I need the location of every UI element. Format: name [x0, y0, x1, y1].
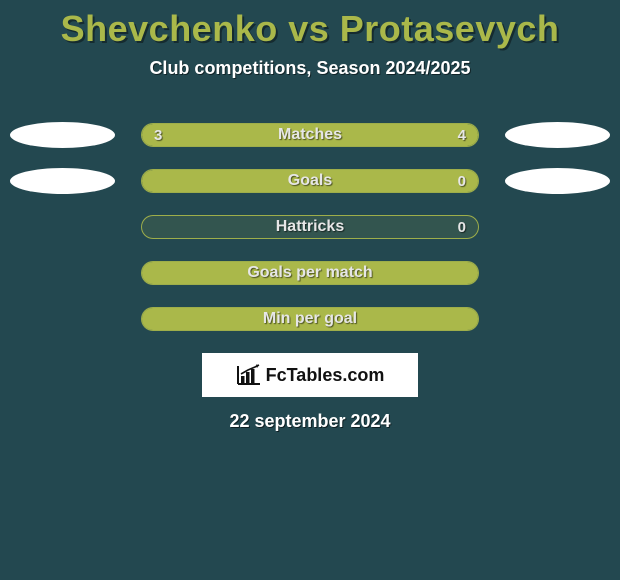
- bar-track-goals: Goals 0: [141, 169, 479, 193]
- logo: FcTables.com: [236, 364, 385, 386]
- stat-row: 3 Matches 4: [10, 123, 610, 147]
- bar-fill-right: [276, 124, 478, 146]
- player-oval-right: [505, 122, 610, 148]
- bar-val-right: 0: [458, 170, 466, 192]
- logo-box: FcTables.com: [202, 353, 418, 397]
- date-label: 22 september 2024: [0, 411, 620, 432]
- player-oval-left: [10, 260, 115, 286]
- logo-text: FcTables.com: [266, 365, 385, 386]
- bar-fill-full: [142, 262, 478, 284]
- bar-val-right: 0: [458, 216, 466, 238]
- player-oval-left: [10, 168, 115, 194]
- bar-fill-left: [142, 170, 478, 192]
- stat-row: Goals 0: [10, 169, 610, 193]
- bar-fill-full: [142, 308, 478, 330]
- page-title: Shevchenko vs Protasevych: [0, 8, 620, 50]
- bar-val-right: 4: [458, 124, 466, 146]
- player-oval-left: [10, 122, 115, 148]
- player-oval-left: [10, 306, 115, 332]
- bar-track-mpg: Min per goal: [141, 307, 479, 331]
- bar-track-hattricks: Hattricks 0: [141, 215, 479, 239]
- bar-val-left: 3: [154, 124, 162, 146]
- comparison-infographic: Shevchenko vs Protasevych Club competiti…: [0, 0, 620, 580]
- stat-row: Hattricks 0: [10, 215, 610, 239]
- chart-area: 3 Matches 4 Goals 0 Hattricks 0: [0, 123, 620, 331]
- player-oval-right: [505, 168, 610, 194]
- bar-track-matches: 3 Matches 4: [141, 123, 479, 147]
- barchart-icon: [236, 364, 262, 386]
- player-oval-right: [505, 260, 610, 286]
- stat-row: Goals per match: [10, 261, 610, 285]
- subtitle: Club competitions, Season 2024/2025: [0, 58, 620, 79]
- player-oval-right: [505, 214, 610, 240]
- bar-track-gpm: Goals per match: [141, 261, 479, 285]
- player-oval-right: [505, 306, 610, 332]
- bar-label: Hattricks: [142, 216, 478, 238]
- player-oval-left: [10, 214, 115, 240]
- stat-row: Min per goal: [10, 307, 610, 331]
